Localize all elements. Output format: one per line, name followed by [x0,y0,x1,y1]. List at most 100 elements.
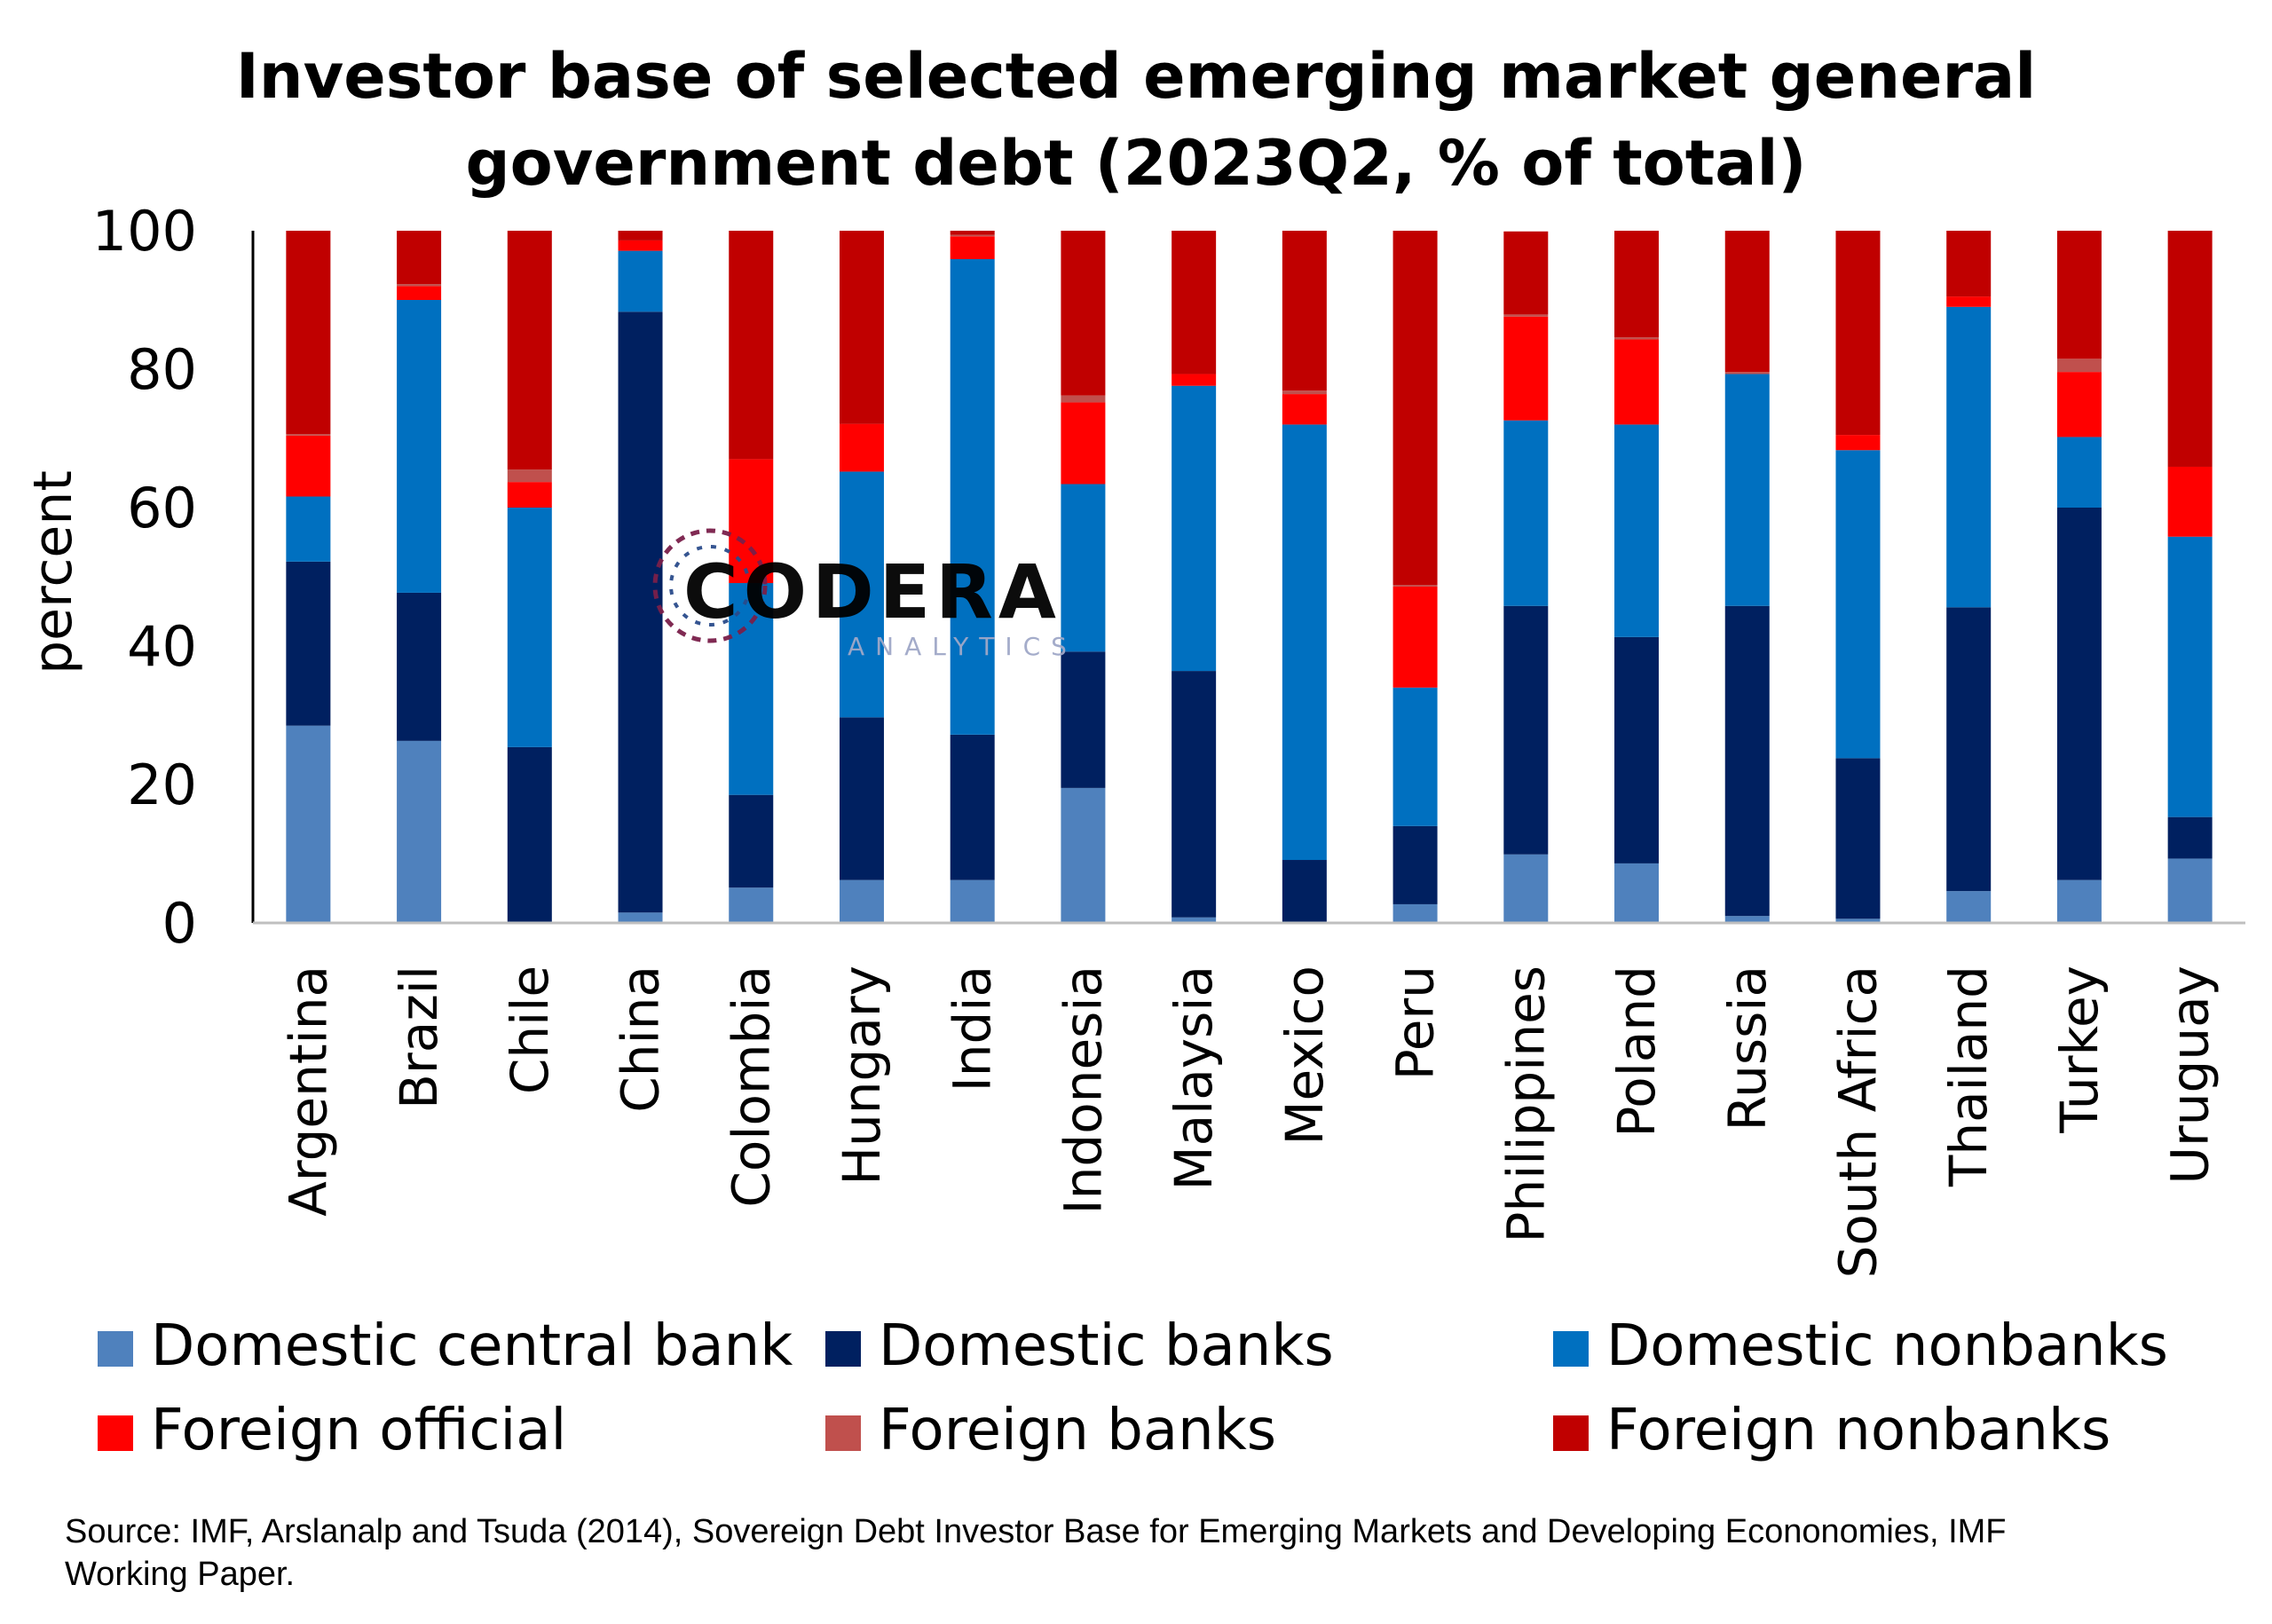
bar-uruguay-domestic-nonbanks [2167,536,2213,817]
x-tick-label-south-africa: South Africa [1827,966,1888,1278]
bar-thailand-domestic-central-bank [1946,891,1992,923]
bar-chile-foreign-nonbanks [507,231,552,470]
bar-poland-foreign-official [1614,339,1660,425]
bar-indonesia-domestic-central-bank [1061,787,1106,923]
y-axis-label: percent [22,470,84,674]
bar-peru-foreign-nonbanks [1392,231,1438,586]
bar-turkey-domestic-banks [2056,508,2102,880]
bar-brazil-foreign-nonbanks [397,231,442,285]
x-axis-labels: Argentina Brazil Chile China Colombia Hungary… [278,966,2220,1278]
bar-mexico-foreign-nonbanks [1282,231,1327,391]
bar-indonesia-domestic-nonbanks [1061,484,1106,652]
bar-peru-foreign-banks [1392,585,1438,587]
stacked-bars [286,231,2213,923]
bar-south-africa-foreign-official [1835,435,1881,451]
y-tick-label: 0 [162,891,197,956]
bar-malaysia-domestic-banks [1172,671,1217,918]
bar-uruguay-domestic-banks [2167,816,2213,859]
x-tick-label-turkey: Turkey [2049,966,2110,1134]
bar-mexico-domestic-nonbanks [1282,424,1327,861]
legend-label-domestic-nonbanks: Domestic nonbanks [1606,1313,2168,1379]
bar-thailand-domestic-nonbanks [1946,306,1992,608]
bar-philippines-domestic-banks [1503,605,1549,855]
legend-label-foreign-official: Foreign official [151,1398,566,1463]
logo-wordmark: CODERA [683,548,1061,635]
legend-label-domestic-central-bank: Domestic central bank [151,1313,793,1379]
axes [251,231,2245,925]
bar-argentina-foreign-official [286,435,331,497]
bar-uruguay-domestic-central-bank [2167,858,2213,923]
bar-russia-foreign-nonbanks [1724,231,1770,373]
bar-indonesia-foreign-banks [1061,395,1106,403]
bar-indonesia-foreign-nonbanks [1061,231,1106,396]
x-tick-label-mexico: Mexico [1274,966,1335,1146]
bar-colombia-domestic-nonbanks [729,583,774,795]
bar-malaysia-domestic-central-bank [1172,917,1217,923]
bar-peru-domestic-central-bank [1392,903,1438,923]
bar-turkey-foreign-nonbanks [2056,231,2102,359]
y-tick-label: 60 [127,476,197,540]
bar-south-africa-domestic-banks [1835,758,1881,919]
bar-turkey-foreign-banks [2056,359,2102,373]
bar-peru-foreign-official [1392,586,1438,688]
bar-india-foreign-nonbanks [950,231,995,235]
x-tick-label-malaysia: Malaysia [1164,966,1224,1190]
bar-hungary-foreign-official [839,423,884,472]
x-tick-label-brazil: Brazil [389,966,449,1109]
bar-brazil-domestic-central-bank [397,740,442,923]
logo-ring-icon [652,528,768,643]
bar-chile-domestic-banks [507,746,552,923]
x-tick-label-thailand: Thailand [1938,966,1999,1187]
legend-swatch-domestic-central-bank [98,1331,133,1367]
logo-ring-inner-icon [669,545,751,627]
legend-label-foreign-banks: Foreign banks [879,1398,1276,1463]
bar-china-domestic-central-bank [618,912,663,923]
bar-brazil-domestic-banks [397,592,442,741]
legend-swatch-domestic-banks [825,1331,861,1367]
bar-thailand-foreign-nonbanks [1946,231,1992,297]
legend-swatch-domestic-nonbanks [1553,1331,1589,1367]
codera-logo: CODERA ANALYTICS [652,528,1067,661]
bar-turkey-domestic-nonbanks [2056,437,2102,508]
bar-turkey-domestic-central-bank [2056,879,2102,923]
bar-poland-domestic-nonbanks [1614,424,1660,637]
bar-russia-domestic-nonbanks [1724,374,1770,606]
bar-china-foreign-nonbanks [618,231,663,240]
bar-russia-domestic-banks [1724,605,1770,917]
bar-india-domestic-banks [950,734,995,880]
bar-philippines-domestic-nonbanks [1503,420,1549,606]
bar-hungary-domestic-banks [839,717,884,880]
bar-brazil-foreign-banks [397,284,442,287]
bar-uruguay-foreign-nonbanks [2167,231,2213,467]
bar-colombia-foreign-nonbanks [729,231,774,460]
x-tick-label-philippines: Philippines [1495,966,1556,1243]
bar-india-foreign-official [950,236,995,259]
bar-russia-domestic-central-bank [1724,916,1770,923]
bar-chile-foreign-banks [507,469,552,483]
bar-india-foreign-banks [950,234,995,237]
bar-poland-domestic-banks [1614,636,1660,863]
bar-colombia-domestic-banks [729,794,774,888]
bar-philippines-domestic-central-bank [1503,854,1549,923]
y-tick-label: 20 [127,753,197,817]
x-tick-label-indonesia: Indonesia [1053,966,1113,1214]
bar-china-domestic-banks [618,311,663,913]
chart-title-line-2: government debt (2023Q2, % of total) [466,127,1807,200]
x-tick-label-peru: Peru [1385,966,1446,1080]
legend-swatch-foreign-official [98,1415,133,1451]
bar-malaysia-foreign-nonbanks [1172,231,1217,374]
bar-uruguay-foreign-official [2167,466,2213,537]
legend: Domestic central bank Domestic banks Domes… [98,1313,2168,1463]
bar-brazil-foreign-official [397,286,442,300]
bar-argentina-domestic-nonbanks [286,496,331,562]
legend-swatch-foreign-nonbanks [1553,1415,1589,1451]
x-tick-label-russia: Russia [1717,966,1778,1131]
bar-malaysia-domestic-nonbanks [1172,385,1217,672]
bar-colombia-domestic-central-bank [729,887,774,923]
bar-china-foreign-official [618,240,663,251]
x-tick-label-china: China [611,966,671,1113]
bar-hungary-domestic-central-bank [839,879,884,923]
bar-philippines-foreign-nonbanks [1503,231,1549,315]
bar-mexico-foreign-banks [1282,390,1327,395]
